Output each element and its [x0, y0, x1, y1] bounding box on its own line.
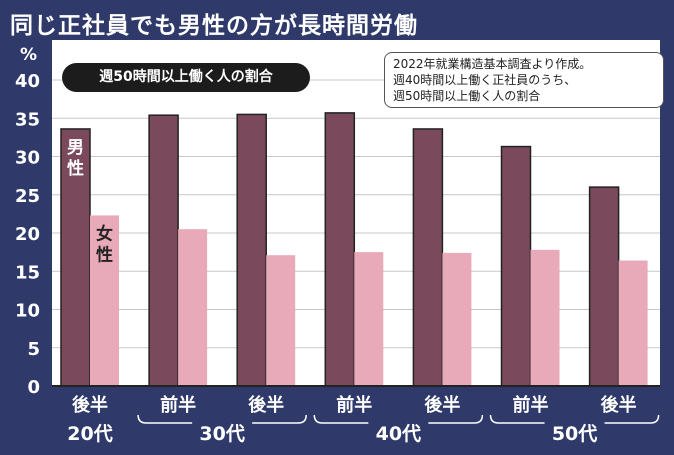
bar-male [236, 113, 267, 387]
group-label: 20代 [67, 423, 112, 445]
y-tick-label: 15 [15, 262, 40, 283]
bar-female [178, 229, 208, 386]
group-label-backing [544, 414, 605, 442]
y-tick-label: 10 [15, 301, 40, 322]
bar-female [90, 215, 119, 386]
bar-male [412, 128, 444, 387]
bar-male [588, 186, 620, 387]
group-label-backing [192, 414, 253, 442]
chart-headline: 同じ正社員でも男性の方が長時間労働 [10, 13, 418, 39]
y-tick-label: 0 [27, 377, 40, 398]
bar-female [442, 252, 472, 386]
y-tick-label: 5 [27, 339, 40, 360]
bar-female [618, 260, 648, 386]
bar-female [354, 252, 384, 386]
x-category-label: 後半 [601, 394, 637, 416]
bar-female [266, 255, 296, 386]
group-label-backing [368, 414, 429, 442]
y-tick-label: 35 [15, 109, 40, 130]
chart-title-badge: 週50時間以上働く人の割合 [62, 63, 310, 92]
bar-male [500, 145, 532, 387]
x-category-label: 後半 [248, 394, 284, 416]
bar-male [324, 112, 356, 387]
y-tick-label: 40 [15, 71, 40, 92]
y-tick-label: 30 [15, 148, 40, 169]
source-note: 2022年就業構造基本調査より作成。 週40時間以上働く正社員のうち、 週50時… [384, 52, 664, 108]
y-tick-label: 20 [15, 224, 40, 245]
bar-male [148, 114, 179, 387]
series-label-female: 女 [96, 223, 113, 244]
group-label: 40代 [376, 423, 421, 445]
series-label-male: 性 [67, 158, 84, 179]
x-category-label: 後半 [72, 394, 108, 416]
y-tick-label: 25 [15, 186, 40, 207]
group-label: 30代 [199, 423, 244, 445]
y-axis-unit: % [20, 45, 37, 65]
x-category-label: 後半 [424, 394, 460, 416]
group-label: 50代 [552, 423, 597, 445]
source-note-line: 2022年就業構造基本調査より作成。 [393, 57, 592, 71]
source-note-line: 週50時間以上働く人の割合 [393, 89, 541, 103]
bar-female [530, 249, 560, 386]
series-label-male: 男 [67, 138, 84, 158]
x-category-label: 前半 [513, 394, 549, 416]
axes: 0 5 10 15 20 25 30 35 40 後半 前半 後半 前半 後半 前半 後半 20代 30代 40代 5… [15, 71, 660, 445]
x-category-label: 前半 [160, 394, 196, 416]
x-category-label: 前半 [336, 394, 372, 416]
source-note-line: 週40時間以上働く正社員のうち、 [393, 73, 577, 87]
series-label-female: 性 [96, 244, 113, 265]
